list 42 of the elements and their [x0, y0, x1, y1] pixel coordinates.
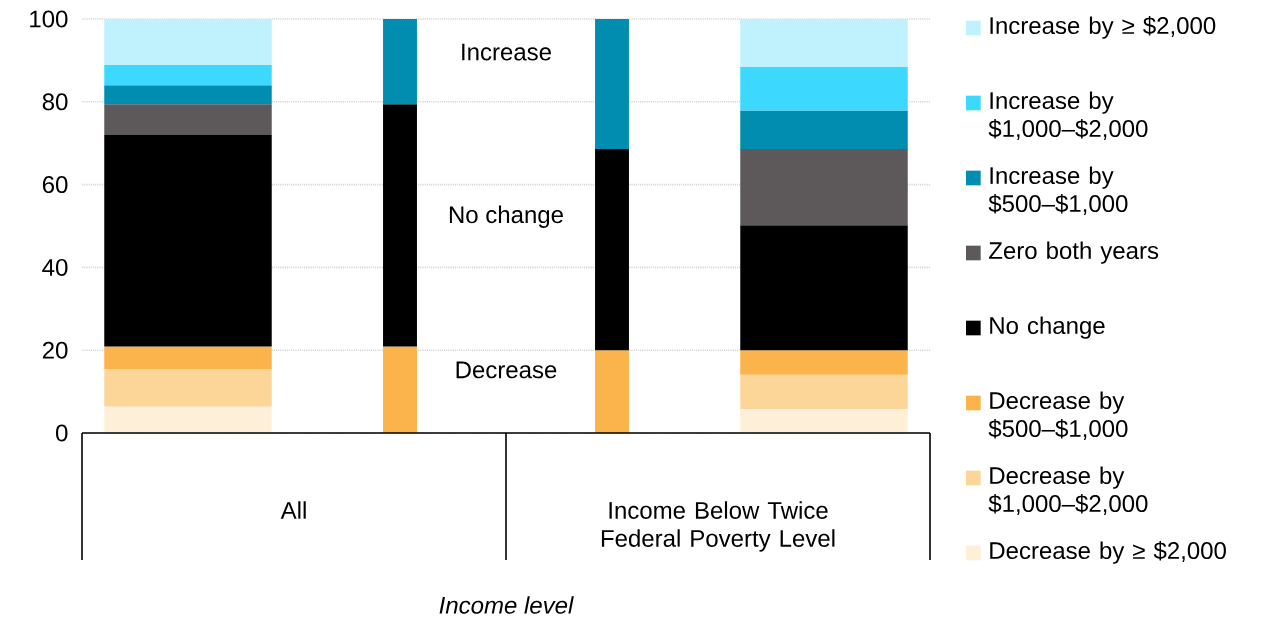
y-tick-label: 40: [42, 258, 68, 276]
text: Income level: [439, 596, 574, 614]
bar: [740, 225, 908, 351]
bar: [104, 134, 272, 347]
bar: [104, 346, 272, 370]
y-tick-label: 60: [42, 176, 68, 194]
bar: [104, 64, 272, 86]
legend-label: Decrease by $500–$1,000: [988, 391, 1128, 440]
bar: [740, 19, 908, 68]
legend-label: Decrease by ≥ $2,000: [990, 541, 1226, 564]
bar: [740, 110, 908, 149]
bar: [740, 408, 908, 433]
legend-label: Increase by $500–$1,000: [988, 166, 1128, 215]
legend-label: Increase by $1,000–$2,000: [988, 91, 1148, 140]
legend-label: No change: [990, 316, 1105, 339]
bar: [740, 350, 908, 375]
bar: [383, 19, 417, 105]
legend-label: Decrease by $1,000–$2,000: [988, 466, 1148, 515]
bar: [104, 85, 272, 105]
bar: [104, 19, 272, 65]
bar: [104, 406, 272, 433]
series-label: No change: [449, 205, 563, 228]
bar: [104, 369, 272, 407]
y-tick-label: 100: [30, 10, 68, 28]
series-label: Decrease: [456, 361, 557, 379]
bar: [595, 148, 629, 351]
bar: [740, 374, 908, 409]
legend-label: Zero both years: [989, 241, 1159, 264]
bar: [383, 104, 417, 347]
y-tick-label: 80: [42, 93, 68, 111]
bar: [595, 350, 629, 433]
y-tick-label: 0: [56, 424, 68, 442]
series-label: Increase: [462, 43, 551, 61]
bar: [740, 148, 908, 226]
bar: [383, 346, 417, 433]
text: All: [280, 501, 306, 519]
bar: [595, 19, 629, 149]
bar: [740, 67, 908, 111]
text: Income Below Twice Federal Poverty Level: [601, 501, 835, 552]
y-tick-label: 20: [42, 341, 68, 359]
legend-label: Increase by ≥ $2,000: [990, 16, 1216, 39]
bar: [104, 104, 272, 135]
